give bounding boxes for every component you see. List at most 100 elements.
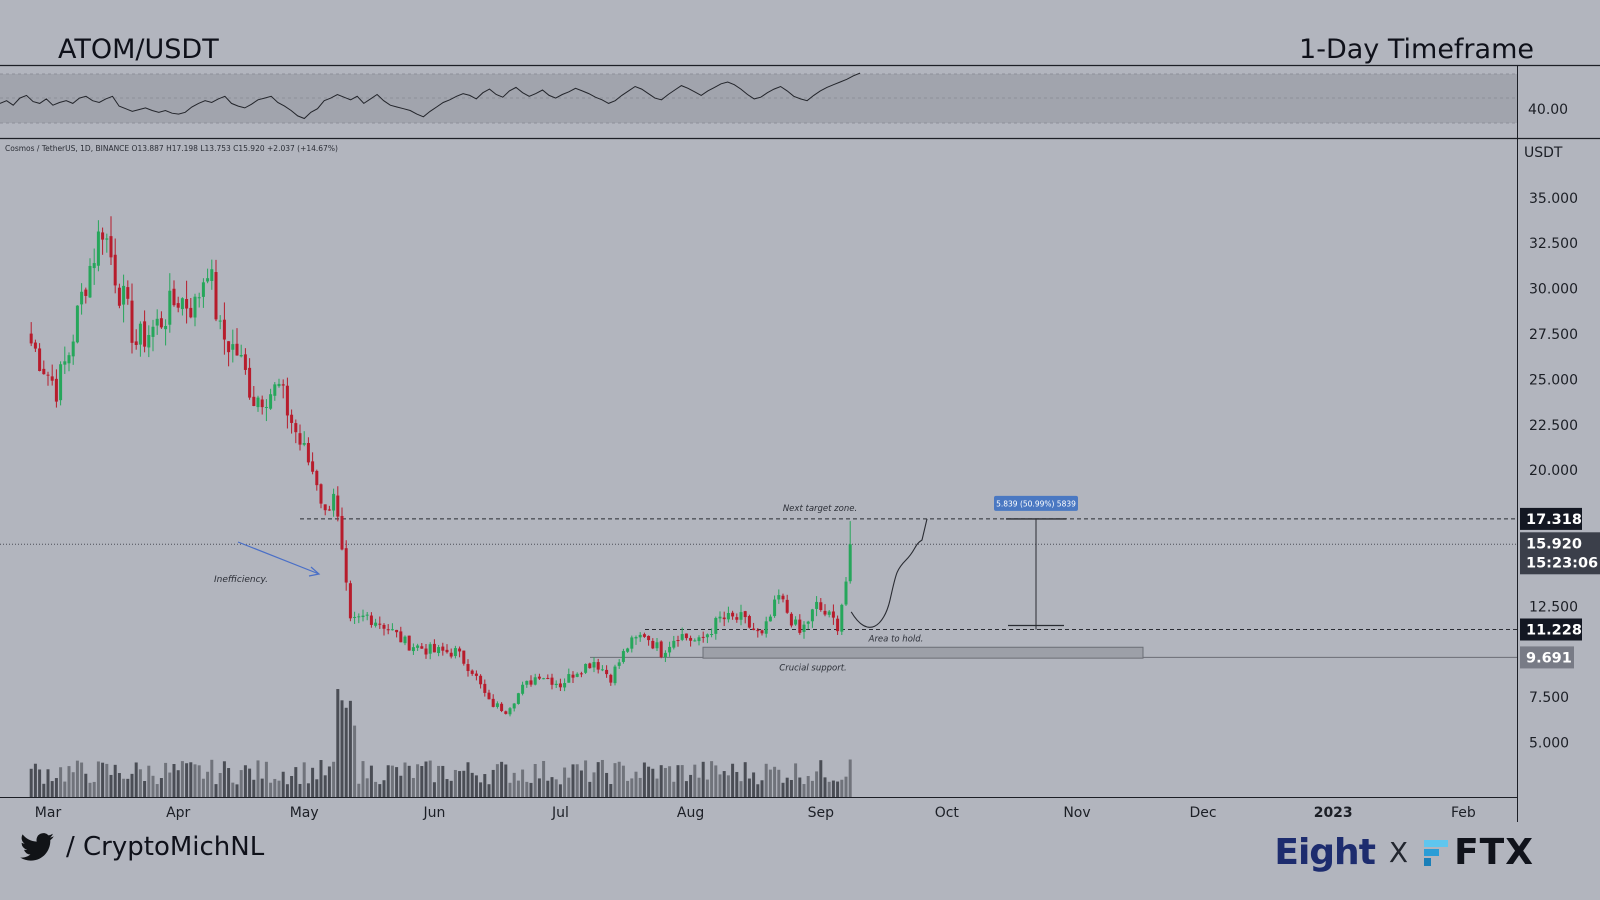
candle-body [101,232,105,240]
candle-body [411,647,415,652]
candle-body [647,635,651,641]
inefficiency-arrow-head [308,566,321,577]
candle-body [248,367,252,398]
volume-bar [302,762,306,797]
candle-body [164,326,168,330]
candle-body [197,297,201,299]
volume-bar [701,761,705,797]
candle-body [327,509,331,511]
volume-bar [147,765,151,797]
current-price-label-text: 15.920 [1526,536,1582,552]
twitter-handle-text: / CryptoMichNL [66,832,265,862]
candle-body [231,344,235,350]
candle-body [403,636,407,644]
candle-body [571,674,575,678]
volume-bar [231,782,235,797]
candle-body [42,368,46,375]
candle-body [449,652,453,657]
twitter-bird-icon [20,833,54,861]
price-axis: 35.000 32.500 30.000 27.500 25.000 22.500 20.0… [1529,191,1578,752]
twitter-handle: / CryptoMichNL [20,832,264,862]
volume-bar [227,768,231,797]
volume-bar [260,778,264,797]
projection-path [850,518,928,628]
rsi-tick-label: 40.00 [1528,102,1568,118]
pair-title: ATOM/USDT [58,34,219,65]
volume-bar [134,762,138,797]
candle-body [369,615,373,625]
volume-bar [542,760,546,797]
volume-bar [676,765,680,797]
candle-body [214,272,218,320]
volume-bar [550,777,554,797]
candle-body [848,544,852,582]
candle-body [743,611,747,618]
candle-body [218,320,222,322]
volume-bar [29,768,33,797]
time-tick-label: Mar [35,805,62,821]
candle-body [659,641,663,658]
candle-body [613,666,617,684]
volume-bar [33,763,37,797]
volume-bar [684,781,688,797]
candle-body [80,291,84,305]
candle-body [243,354,247,370]
volume-bar [537,778,541,797]
candle-body [663,652,667,658]
volume-bar [714,765,718,797]
volume-bar [269,782,273,797]
candle-body [537,676,541,679]
candle-body [668,646,672,653]
time-tick-label: Apr [166,805,190,821]
candle-body [311,461,315,472]
volume-bar [495,764,499,797]
inefficiency-label: Inefficiency. [214,575,268,585]
volume-bar [735,771,739,797]
candle-body [592,662,596,668]
volume-bar [752,772,756,797]
candle-body [714,617,718,634]
volume-bar [731,763,735,797]
measure-tool: 5.839 (50.99%) 5839 [994,495,1078,630]
candle-body [155,318,159,326]
price-tick-label: 35.000 [1529,191,1578,207]
candle-body [521,684,525,694]
volume-bar [298,783,302,797]
candle-body [550,677,554,685]
volume-bar [361,761,365,797]
measure-label-box [994,495,1078,511]
price-tick-label: 27.500 [1529,327,1578,343]
crucial-support-note: Crucial support. [779,663,846,673]
rsi-line [0,72,861,120]
candle-body [319,484,323,504]
candle-body [180,298,184,310]
candle-body [701,636,705,638]
candle-body [588,663,592,669]
ftx-mark-icon [1424,839,1449,866]
volume-bar [474,775,478,797]
volume-bar [760,780,764,797]
volume-bar [252,779,256,797]
volume-bar [117,773,121,797]
volume-bar [705,779,709,797]
volume-bar [264,761,268,797]
candle-body [756,630,760,632]
volume-bar [365,778,369,797]
candle-body [806,621,810,624]
volume-bar [290,775,294,797]
price-tick-label: 25.000 [1529,372,1578,388]
candle-body [294,423,298,433]
candle-body [189,307,193,318]
volume-bar [59,767,63,797]
rsi-panel: 40.00 [0,64,1600,140]
hold-price-label-text: 11.228 [1526,622,1582,638]
candle-body [390,629,394,631]
candle-body [290,414,294,423]
candle-body [143,321,147,347]
candle-body [38,348,42,372]
candle-body [201,282,205,297]
volume-bar [823,777,827,797]
volume-bar [382,780,386,797]
volume-bar [781,782,785,797]
